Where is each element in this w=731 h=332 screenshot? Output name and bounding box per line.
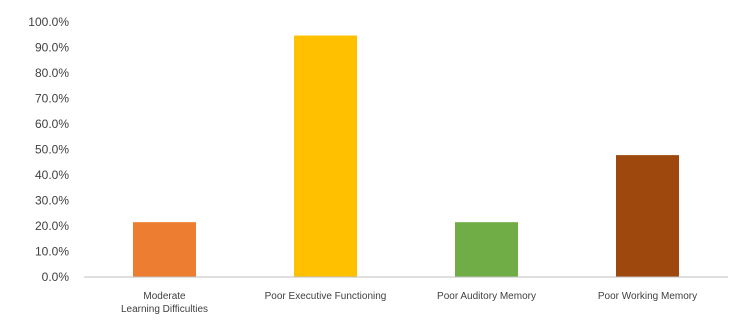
- y-tick-label: 100.0%: [28, 15, 69, 29]
- bar: [616, 155, 679, 277]
- bars: [133, 35, 679, 277]
- x-tick-label-line: Poor Auditory Memory: [437, 291, 536, 302]
- x-tick-label-line: Moderate: [143, 291, 186, 302]
- y-axis-tick-labels: 0.0% 10.0% 20.0% 30.0% 40.0% 50.0% 60.0% 70.0% 8…: [28, 15, 69, 284]
- y-tick-label: 0.0%: [42, 270, 70, 284]
- y-tick-label: 80.0%: [35, 66, 69, 80]
- bar: [133, 222, 196, 277]
- x-tick-label: Poor Working Memory: [598, 291, 697, 302]
- x-tick-label-line: Poor Executive Functioning: [265, 291, 387, 302]
- y-tick-label: 90.0%: [35, 41, 69, 55]
- y-tick-label: 40.0%: [35, 168, 69, 182]
- x-axis-category-labels: Moderate Learning Difficulties Poor Execut…: [121, 291, 697, 315]
- y-tick-label: 70.0%: [35, 92, 69, 106]
- bar: [294, 35, 357, 277]
- y-tick-label: 60.0%: [35, 117, 69, 131]
- x-tick-label-line: Learning Difficulties: [121, 304, 208, 315]
- bar: [455, 222, 518, 277]
- x-tick-label-line: Poor Working Memory: [598, 291, 697, 302]
- x-tick-label: Poor Auditory Memory: [437, 291, 536, 302]
- y-tick-label: 30.0%: [35, 194, 69, 208]
- y-tick-label: 10.0%: [35, 245, 69, 259]
- x-tick-label: Poor Executive Functioning: [265, 291, 387, 302]
- y-tick-label: 50.0%: [35, 143, 69, 157]
- y-tick-label: 20.0%: [35, 219, 69, 233]
- x-tick-label: Moderate Learning Difficulties: [121, 291, 208, 315]
